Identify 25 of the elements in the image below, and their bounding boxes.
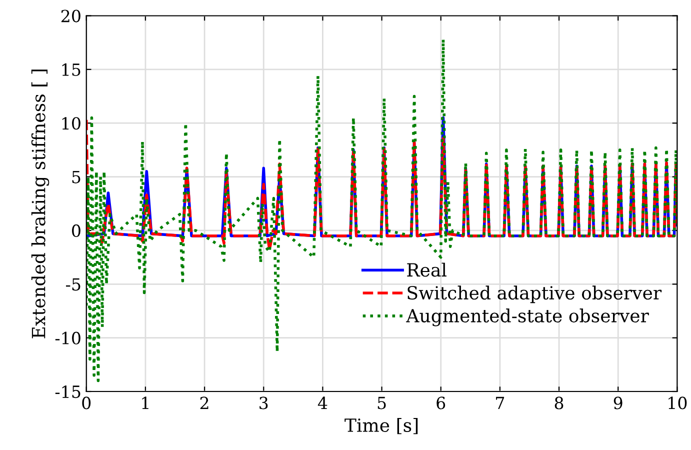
x-tick-label: 8 [554,396,564,410]
x-tick-label: 7 [496,396,504,410]
x-axis-title: Time [s] [344,418,418,434]
legend-label: Augmented-state observer [406,308,649,326]
x-tick-label: 3 [260,396,268,410]
x-tick-label: 9 [614,396,622,410]
x-tick-label: 0 [82,396,91,410]
legend-label: Real [407,262,446,277]
x-tick-label: 10 [668,396,687,410]
line-series [86,38,678,382]
y-tick-label: 0 [72,224,80,238]
y-tick-label: -15 [55,385,80,398]
legend-label: Switched adaptive observer [408,286,662,304]
y-tick-label: -5 [66,278,80,291]
y-axis-title: Extended braking stiffness [ ] [31,70,50,338]
x-tick-label: 2 [200,396,208,410]
x-tick-label: 6 [436,396,446,410]
y-tick-label: -10 [55,332,80,344]
x-tick-label: 5 [378,396,386,410]
x-tick-label: 1 [142,396,148,410]
y-tick-label: 5 [72,170,80,184]
y-tick-label: 20 [61,10,80,22]
x-tick-label: 4 [318,396,328,410]
y-tick-label: 10 [62,117,80,130]
y-tick-label: 15 [62,63,80,76]
